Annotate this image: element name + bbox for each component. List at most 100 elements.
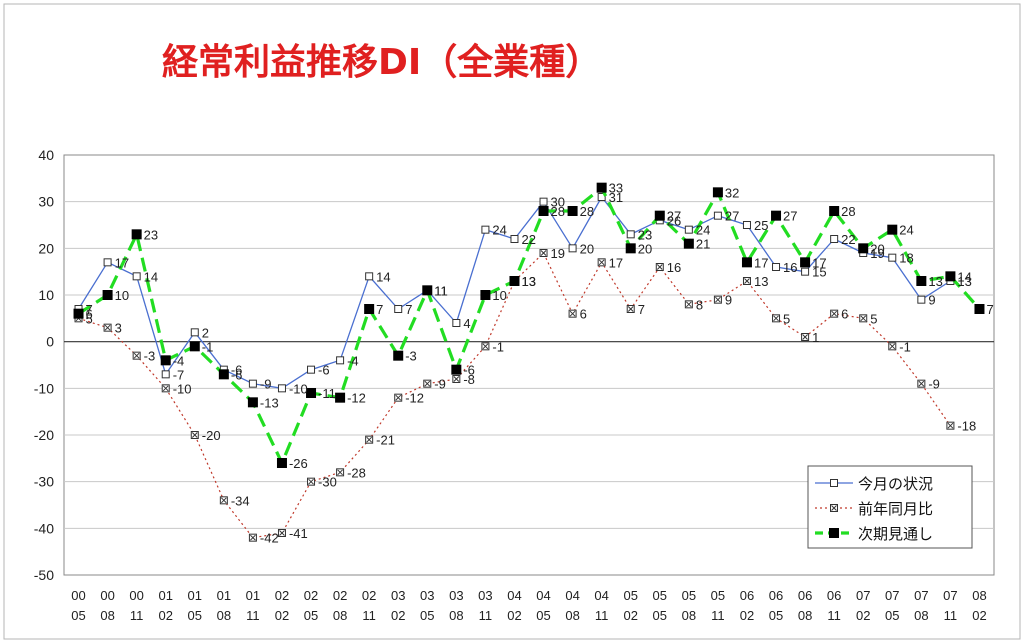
data-label-yoy: -42	[260, 531, 279, 546]
x-tick-label-month: 08	[682, 608, 696, 623]
y-tick-label: -30	[34, 474, 54, 490]
marker-cross	[918, 380, 925, 387]
data-point-current	[772, 263, 781, 271]
data-label-current: 13	[957, 274, 971, 289]
data-label-outlook: 28	[551, 204, 565, 219]
data-point-current	[365, 272, 374, 281]
x-tick-label-month: 02	[158, 608, 172, 623]
data-point-yoy	[859, 314, 868, 323]
marker-cross	[831, 505, 837, 511]
data-label-current: 22	[521, 232, 535, 247]
x-tick-label-year: 04	[507, 588, 521, 603]
x-tick-label-month: 02	[507, 608, 521, 623]
data-label-current: 26	[667, 213, 681, 228]
data-label-yoy: 3	[115, 321, 122, 336]
data-point-current	[161, 370, 170, 379]
y-tick-label: -10	[34, 380, 54, 396]
data-label-outlook: 17	[754, 255, 768, 270]
data-label-outlook: -11	[318, 386, 336, 401]
x-tick-label-month: 05	[536, 608, 550, 623]
x-tick-label-month: 08	[798, 608, 812, 623]
x-tick-label-month: 08	[333, 608, 347, 623]
x-tick-label-month: 02	[740, 608, 754, 623]
x-tick-label-year: 00	[100, 588, 114, 603]
legend-label-current: 今月の状況	[858, 475, 933, 493]
data-label-outlook: 14	[957, 269, 971, 284]
marker-cross	[598, 259, 605, 266]
data-point-yoy	[103, 323, 112, 332]
marker-cross	[133, 352, 140, 359]
x-tick-label-year: 05	[623, 588, 637, 603]
legend-marker-outlook	[829, 528, 839, 538]
data-point-outlook	[480, 290, 491, 300]
marker-cross	[162, 385, 169, 392]
x-tick-label-year: 07	[943, 588, 957, 603]
data-point-yoy	[336, 468, 345, 477]
data-point-outlook	[567, 206, 578, 216]
data-point-outlook	[218, 369, 229, 380]
data-label-current: 15	[812, 265, 826, 280]
data-label-current: 19	[870, 246, 884, 261]
data-label-outlook: 28	[580, 204, 594, 219]
data-label-yoy: 8	[696, 297, 703, 312]
x-tick-label-month: 08	[449, 608, 463, 623]
x-tick-label-year: 03	[449, 588, 463, 603]
data-point-outlook	[829, 206, 840, 216]
data-label-current: 31	[609, 190, 623, 205]
data-point-yoy	[219, 496, 228, 505]
data-point-yoy	[597, 258, 606, 267]
data-point-outlook	[335, 392, 346, 403]
data-point-yoy	[365, 435, 374, 444]
x-tick-label-year: 01	[246, 588, 260, 603]
data-label-outlook: 32	[725, 185, 739, 200]
data-label-current: 24	[696, 223, 710, 238]
marker-cross	[947, 422, 954, 429]
marker-cross	[220, 497, 227, 504]
data-point-yoy	[684, 300, 693, 309]
data-label-outlook: 27	[667, 209, 681, 224]
data-label-current: -7	[173, 367, 185, 382]
data-label-yoy: -41	[289, 526, 308, 541]
y-tick-label: 0	[46, 334, 54, 350]
data-label-outlook: 28	[841, 204, 855, 219]
x-tick-label-month: 02	[972, 608, 986, 623]
marker-cross	[279, 530, 285, 536]
data-label-yoy: -9	[434, 377, 446, 392]
data-label-yoy: -10	[173, 381, 192, 396]
x-tick-label-month: 08	[914, 608, 928, 623]
data-label-current: 7	[86, 302, 93, 317]
data-label-yoy: -9	[928, 377, 940, 392]
data-point-yoy	[277, 529, 286, 537]
x-tick-label-month: 11	[827, 608, 841, 623]
data-label-yoy: 5	[870, 311, 877, 326]
data-point-outlook	[625, 243, 636, 254]
marker-cross	[802, 334, 808, 340]
x-tick-label-year: 07	[885, 588, 899, 603]
data-point-current	[597, 193, 606, 201]
data-label-outlook: -6	[463, 363, 475, 378]
data-point-current	[917, 295, 926, 304]
data-point-outlook	[654, 210, 665, 221]
data-label-current: 18	[899, 251, 913, 266]
x-tick-label-month: 05	[885, 608, 899, 623]
y-axis-ticks: -50 -40 -30 -20 -10 0 10 20 30 40	[34, 147, 54, 583]
data-point-outlook	[451, 364, 462, 375]
data-label-yoy: 6	[580, 307, 587, 322]
data-label-yoy: -28	[347, 465, 366, 480]
data-label-outlook: 24	[899, 223, 913, 238]
chart-title: 経常利益推移DI（全業種）	[162, 41, 601, 83]
data-label-outlook: 21	[696, 237, 710, 252]
x-tick-label-month: 11	[130, 608, 144, 623]
data-label-current: 4	[463, 316, 470, 331]
data-point-yoy	[713, 295, 722, 304]
data-point-outlook	[771, 210, 782, 221]
data-point-yoy	[655, 263, 664, 271]
data-point-yoy	[452, 375, 461, 383]
data-point-current	[801, 267, 810, 276]
data-label-current: -6	[318, 363, 330, 378]
data-point-current	[190, 328, 199, 337]
data-point-outlook	[887, 224, 898, 235]
